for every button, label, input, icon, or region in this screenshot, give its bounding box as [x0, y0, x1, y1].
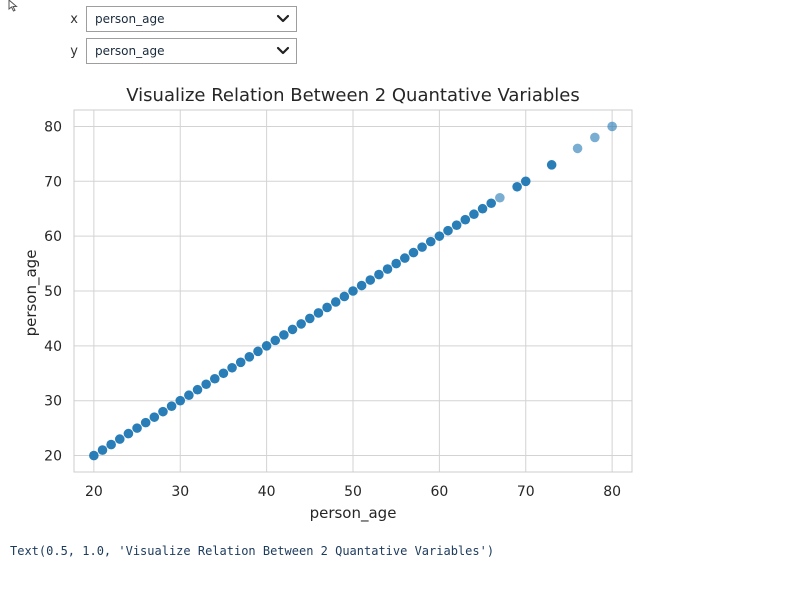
data-point	[140, 417, 151, 428]
data-point	[166, 401, 177, 411]
y-tick-label: 80	[44, 119, 62, 135]
data-point	[132, 423, 142, 433]
mouse-cursor-icon	[8, 0, 18, 12]
data-point	[175, 395, 186, 406]
data-point	[201, 379, 211, 390]
data-point	[114, 434, 125, 444]
x-tick-label: 70	[517, 484, 535, 500]
data-point	[270, 335, 281, 346]
data-point	[218, 368, 229, 379]
y-tick-label: 40	[44, 339, 62, 355]
data-point	[89, 450, 99, 461]
x-axis-label: person_age	[310, 504, 397, 523]
data-point	[209, 373, 220, 384]
data-point	[279, 330, 289, 340]
data-point	[158, 406, 168, 417]
data-point	[391, 258, 401, 269]
x-tick-label: 50	[344, 484, 362, 500]
data-point	[460, 214, 471, 225]
x-tick-label: 80	[603, 484, 621, 500]
data-point	[520, 176, 531, 187]
data-point	[244, 352, 255, 362]
x-tick-label: 60	[430, 484, 448, 500]
data-point	[305, 313, 315, 324]
data-point	[348, 286, 358, 296]
data-points	[89, 121, 617, 461]
data-point	[607, 121, 617, 132]
data-point	[417, 242, 427, 252]
data-point	[313, 308, 324, 318]
chevron-down-icon	[276, 46, 290, 55]
data-point	[425, 236, 436, 247]
data-point	[546, 160, 557, 170]
data-point	[374, 269, 384, 280]
data-point	[253, 346, 263, 357]
x-dropdown[interactable]: person_age	[86, 6, 297, 32]
scatter-chart: 20 30 40 50 60 70 80 20 30 40 50 60 70 80 Visualize …	[22, 85, 633, 523]
data-point	[97, 445, 108, 455]
data-point	[443, 225, 453, 236]
data-point	[400, 253, 410, 263]
x-tick-label: 30	[171, 484, 189, 500]
y-axis-label: person_age	[22, 250, 41, 337]
data-point	[235, 357, 246, 368]
y-tick-label: 60	[44, 229, 62, 245]
chevron-down-icon	[276, 14, 290, 23]
x-tick-label: 40	[258, 484, 276, 500]
data-point	[590, 132, 600, 143]
data-point	[434, 231, 445, 241]
plot-area	[73, 109, 633, 473]
data-point	[451, 220, 462, 230]
x-tick-label: 20	[85, 484, 103, 500]
data-point	[572, 143, 583, 154]
x-dropdown-label: x	[70, 11, 78, 27]
data-point	[149, 412, 160, 422]
y-dropdown[interactable]: person_age	[86, 38, 297, 64]
data-point	[192, 384, 203, 395]
y-dropdown-row: y person_age	[0, 37, 297, 65]
y-dropdown-value: person_age	[95, 44, 165, 58]
data-point	[261, 341, 272, 351]
data-point	[123, 428, 134, 439]
data-point	[495, 192, 505, 203]
y-tick-label: 70	[44, 174, 62, 190]
data-point	[184, 390, 194, 401]
data-point	[322, 302, 332, 313]
data-point	[287, 324, 298, 335]
data-point	[106, 439, 116, 450]
data-point	[382, 264, 393, 274]
y-tick-label: 30	[44, 394, 62, 410]
data-point	[512, 181, 522, 192]
y-tick-labels: 20 30 40 50 60 70 80	[44, 119, 62, 464]
data-point	[408, 247, 419, 258]
data-point	[356, 280, 367, 291]
data-point	[227, 362, 237, 373]
y-tick-label: 50	[44, 284, 62, 300]
data-point	[339, 291, 350, 302]
x-dropdown-value: person_age	[95, 12, 165, 26]
x-tick-labels: 20 30 40 50 60 70 80	[85, 484, 621, 500]
data-point	[477, 203, 488, 214]
x-dropdown-row: x person_age	[0, 5, 297, 33]
data-point	[469, 209, 479, 220]
data-point	[330, 297, 341, 307]
data-point	[486, 198, 497, 209]
chart-title: Visualize Relation Between 2 Quantative …	[126, 85, 580, 106]
data-point	[365, 275, 376, 285]
data-point	[296, 319, 306, 329]
y-tick-label: 20	[44, 449, 62, 465]
cell-output-text: Text(0.5, 1.0, 'Visualize Relation Betwe…	[10, 544, 495, 558]
y-dropdown-label: y	[70, 43, 78, 59]
